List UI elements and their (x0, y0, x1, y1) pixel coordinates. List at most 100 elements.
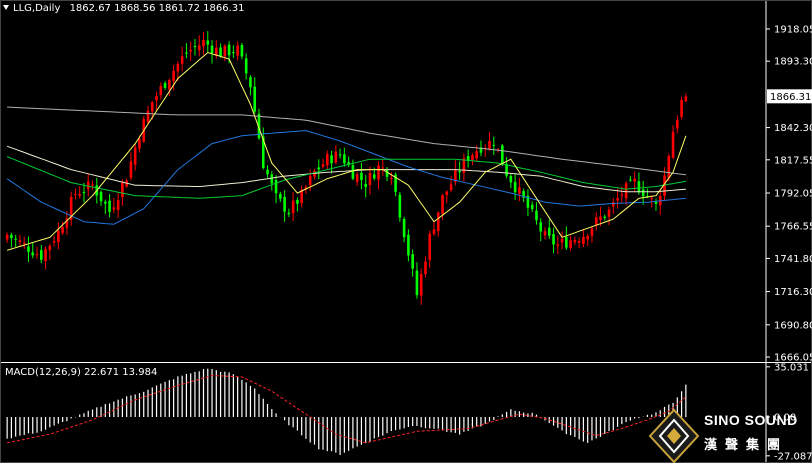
candle-body (86, 181, 90, 190)
price-tick-label: 1792.05 (774, 188, 812, 199)
candle-body (223, 45, 227, 57)
candle-body (560, 239, 564, 243)
candle-body (445, 191, 449, 195)
candle-body (471, 155, 474, 160)
candle-body (415, 270, 419, 296)
ma-slow-line (6, 145, 686, 193)
macd-values: 22.671 13.984 (84, 367, 158, 378)
candle-body (261, 136, 265, 168)
candle-body (121, 182, 124, 198)
candle-body (569, 240, 572, 249)
candle-body (31, 252, 35, 256)
candle-body (620, 194, 624, 196)
candle-body (227, 44, 231, 56)
candle-body (283, 196, 286, 212)
candle-body (189, 49, 192, 52)
candle-body (552, 234, 555, 245)
candle-body (210, 45, 214, 54)
candle-body (650, 197, 654, 199)
candle-body (616, 198, 619, 201)
candle-body (18, 240, 22, 243)
candle-body (308, 175, 312, 186)
candle-body (607, 209, 611, 217)
macd-tick-label: 0.00 (774, 413, 796, 424)
candle-body (69, 196, 73, 220)
candle-body (355, 174, 359, 182)
current-price-box (767, 89, 812, 104)
chart-header: LLG,Daily 1862.67 1868.56 1861.72 1866.3… (3, 3, 245, 14)
candle-body (61, 227, 64, 233)
candle-body (172, 70, 175, 81)
ma-mid-line (6, 156, 686, 199)
candle-body (633, 178, 636, 182)
candle-body (129, 161, 133, 178)
candle-body (539, 222, 543, 232)
candle-body (594, 217, 598, 225)
candle-body (253, 86, 257, 112)
price-tick-label: 1666.05 (774, 353, 812, 364)
candle-body (513, 181, 517, 193)
candle-body (206, 40, 210, 45)
candle-body (185, 52, 188, 54)
candle-body (629, 179, 632, 181)
candle-body (146, 110, 150, 123)
candle-body (547, 227, 551, 236)
candle-body (505, 163, 508, 176)
candle-body (35, 253, 39, 255)
candle-body (411, 254, 414, 269)
price-tick-label: 1842.30 (774, 123, 812, 134)
candle-body (424, 261, 427, 275)
candle-body (215, 47, 218, 56)
candle-body (78, 194, 82, 196)
candle-body (325, 154, 329, 166)
ohlc-values: 1862.67 1868.56 1861.72 1866.31 (69, 3, 245, 14)
candle-body (22, 242, 26, 244)
candle-body (419, 274, 423, 296)
candle-body (14, 238, 17, 240)
candle-body (91, 184, 94, 186)
candle-body (48, 245, 52, 251)
price-tick-label: 1741.80 (774, 254, 812, 265)
candle-body (407, 234, 410, 256)
candle-body (535, 210, 538, 221)
candle-body (236, 45, 239, 56)
candle-body (526, 195, 530, 208)
candle-body (667, 156, 671, 179)
candle-body (232, 52, 235, 54)
candle-body (338, 154, 342, 156)
candle-body (219, 47, 222, 57)
candle-body (39, 250, 43, 260)
candle-body (274, 180, 278, 194)
candle-body (150, 102, 154, 112)
candle-body (676, 119, 679, 129)
candle-body (432, 229, 436, 235)
candle-body (155, 96, 158, 101)
candle-body (573, 240, 577, 243)
candle-body (466, 156, 470, 161)
candle-body (112, 207, 116, 210)
candle-body (377, 165, 380, 180)
current-price-label: 1866.31 (770, 92, 811, 103)
candle-body (44, 249, 47, 262)
candle-body (684, 96, 688, 102)
candle-body (82, 192, 86, 194)
candle-body (577, 241, 581, 243)
candle-body (680, 99, 683, 117)
candle-body (565, 236, 568, 248)
candle-body (10, 234, 13, 239)
ma-blue-line (6, 130, 686, 225)
candle-body (65, 218, 69, 228)
candle-body (441, 195, 444, 215)
candle-body (518, 187, 521, 194)
candle-body (138, 138, 141, 149)
candle-body (343, 154, 346, 164)
candle-body (462, 158, 466, 173)
candle-body (347, 162, 350, 166)
candle-body (52, 241, 56, 243)
candle-body (509, 175, 513, 183)
candle-body (300, 189, 303, 203)
dropdown-triangle-icon[interactable] (3, 5, 9, 10)
candle-body (351, 165, 355, 179)
